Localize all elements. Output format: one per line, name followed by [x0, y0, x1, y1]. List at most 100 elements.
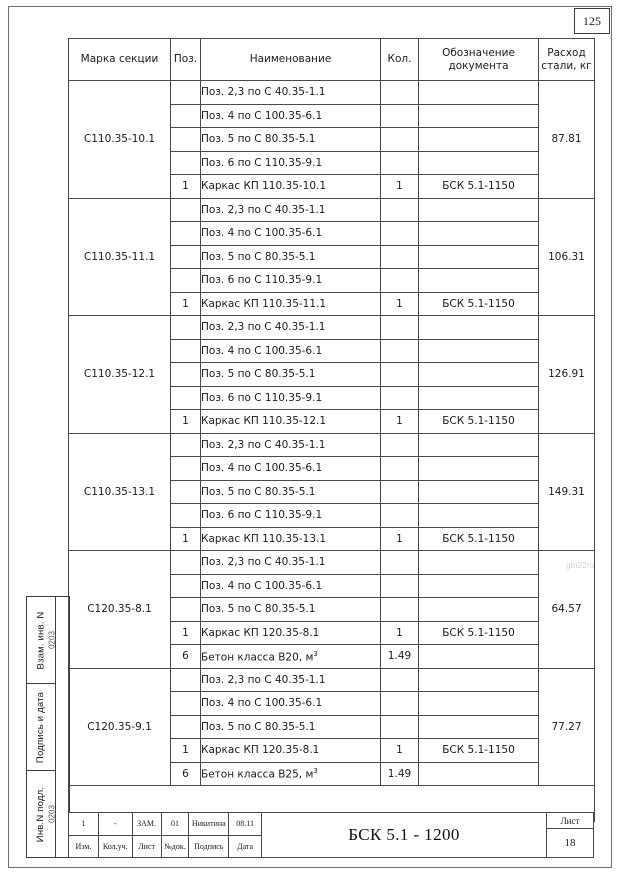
table-row: Поз. 5 по С 80.35-5.1 [69, 127, 595, 152]
cell-quantity: 1 [380, 526, 419, 551]
cell-name: Поз. 2,3 по С 40.35-1.1 [200, 432, 381, 457]
table-row: С110.35-12.1 Поз. 2,3 по С 40.35-1.1 126.9… [68, 315, 595, 434]
cell-name: Поз. 6 по С 110.35-9.1 [200, 150, 381, 175]
cell-document [418, 691, 539, 716]
cell-name: Поз. 5 по С 80.35-5.1 [200, 479, 381, 504]
cell-name: Бетон класса В20, м3 [200, 644, 381, 669]
cell-name: Поз. 2,3 по С 40.35-1.1 [200, 197, 381, 222]
header-document-line1: Обозначение [442, 46, 515, 59]
cell-name: Поз. 5 по С 80.35-5.1 [200, 714, 381, 739]
table-row: 1 Каркас КП 110.35-10.1 1 БСК 5.1-1150 [69, 174, 595, 199]
cell-document [418, 221, 539, 246]
cell-quantity [380, 315, 419, 340]
cell-document [418, 150, 539, 175]
table-row: 6 Бетон класса В25, м3 1.49 [69, 761, 595, 786]
cell-document [418, 761, 539, 786]
cell-name: Каркас КП 110.35-12.1 [200, 409, 381, 434]
revision-value: 01 [162, 813, 190, 835]
cell-quantity [380, 150, 419, 175]
cell-quantity: 1 [380, 620, 419, 645]
table-row: Поз. 6 по С 110.35-9.1 [69, 385, 595, 410]
cell-name: Каркас КП 120.35-8.1 [200, 738, 381, 763]
cell-position [170, 691, 201, 716]
cell-document [418, 385, 539, 410]
table-header-row: Марка секции Поз. Наименование Кол. Обоз… [68, 38, 595, 81]
cell-quantity [380, 456, 419, 481]
cell-section-mark: С110.35-13.1 [68, 432, 171, 551]
cell-name: Поз. 5 по С 80.35-5.1 [200, 244, 381, 269]
watermark: gbi22ru [566, 561, 595, 570]
document-code: БСК 5.1 - 1200 [262, 813, 547, 857]
cell-position [170, 80, 201, 105]
cell-steel-weight: 106.31 [538, 197, 595, 316]
sidebar-section: Взам. инв. N 0203 [27, 597, 56, 684]
cell-position [170, 385, 201, 410]
cell-steel-weight: 149.31 [538, 432, 595, 551]
title-block-revision-grid: 1- ЗАМ. 01 Никитина 08.11 Изм. Кол.уч. Лист №до… [69, 813, 262, 857]
sidebar-section-label: Подпись и дата [35, 691, 47, 763]
cell-position [170, 150, 201, 175]
revision-value: 1 [69, 813, 99, 835]
revision-label: Лист [133, 835, 162, 857]
cell-position [170, 244, 201, 269]
cell-quantity [380, 362, 419, 387]
cell-name: Бетон класса В25, м3 [200, 761, 381, 786]
cell-position [170, 432, 201, 457]
corner-page-number: 125 [574, 8, 610, 34]
cell-position [170, 127, 201, 152]
cell-document: БСК 5.1-1150 [418, 409, 539, 434]
cell-position: 6 [170, 761, 201, 786]
cell-document [418, 667, 539, 692]
table-row: 1 Каркас КП 110.35-11.1 1 БСК 5.1-1150 [69, 291, 595, 316]
cell-document [418, 315, 539, 340]
cell-quantity [380, 338, 419, 363]
cell-quantity [380, 221, 419, 246]
sheet-label: Лист [547, 813, 593, 829]
cell-position [170, 268, 201, 293]
cell-name: Поз. 5 по С 80.35-5.1 [200, 362, 381, 387]
cell-quantity [380, 127, 419, 152]
sheet-number: 18 [564, 837, 576, 849]
specification-table-wrapper: Марка секции Поз. Наименование Кол. Обоз… [68, 38, 595, 822]
cell-name: Поз. 2,3 по С 40.35-1.1 [200, 80, 381, 105]
corner-page-number-value: 125 [583, 13, 601, 28]
cell-document [418, 714, 539, 739]
cell-quantity [380, 714, 419, 739]
cell-document: БСК 5.1-1150 [418, 738, 539, 763]
sidebar-section: Инв.N подл. 0203 [27, 771, 57, 857]
cell-position: 6 [170, 644, 201, 669]
cell-quantity [380, 432, 419, 457]
cell-position: 1 [170, 174, 201, 199]
cell-name: Поз. 2,3 по С 40.35-1.1 [200, 550, 381, 575]
revision-label: Дата [237, 841, 254, 851]
header-qty: Кол. [380, 38, 419, 81]
cell-document: БСК 5.1-1150 [418, 291, 539, 316]
cell-document [418, 80, 539, 105]
cell-document: БСК 5.1-1150 [418, 174, 539, 199]
page-border [8, 6, 612, 868]
cell-quantity [380, 103, 419, 128]
cell-quantity [380, 597, 419, 622]
specification-table: Марка секции Поз. Наименование Кол. Обоз… [68, 38, 595, 822]
table-row: Поз. 4 по С 100.35-6.1 [69, 456, 595, 481]
cell-section-mark: С110.35-12.1 [68, 315, 171, 434]
table-row: Поз. 5 по С 80.35-5.1 [69, 479, 595, 504]
cell-name: Поз. 6 по С 110.35-9.1 [200, 268, 381, 293]
table-row: С110.35-11.1 Поз. 2,3 по С 40.35-1.1 106.3… [68, 197, 595, 316]
table-row: Поз. 5 по С 80.35-5.1 [69, 362, 595, 387]
cell-position: 1 [170, 409, 201, 434]
sidebar-section: Подпись и дата [27, 684, 55, 771]
header-steel-line2: стали, кг [541, 59, 592, 72]
table-row: Поз. 4 по С 100.35-6.1 [69, 103, 595, 128]
revision-label: №док. [162, 835, 190, 857]
table-row: 1 Каркас КП 110.35-12.1 1 БСК 5.1-1150 [69, 409, 595, 434]
cell-quantity [380, 80, 419, 105]
revision-label: Изм. [69, 835, 99, 857]
cell-position [170, 362, 201, 387]
header-pos: Поз. [170, 38, 201, 81]
cell-position: 1 [170, 526, 201, 551]
sheet-number-box: Лист 18 [547, 813, 593, 857]
sidebar-section-label: Инв.N подл. [35, 786, 47, 842]
cell-position: 1 [170, 620, 201, 645]
cell-name: Поз. 4 по С 100.35-6.1 [200, 573, 381, 598]
